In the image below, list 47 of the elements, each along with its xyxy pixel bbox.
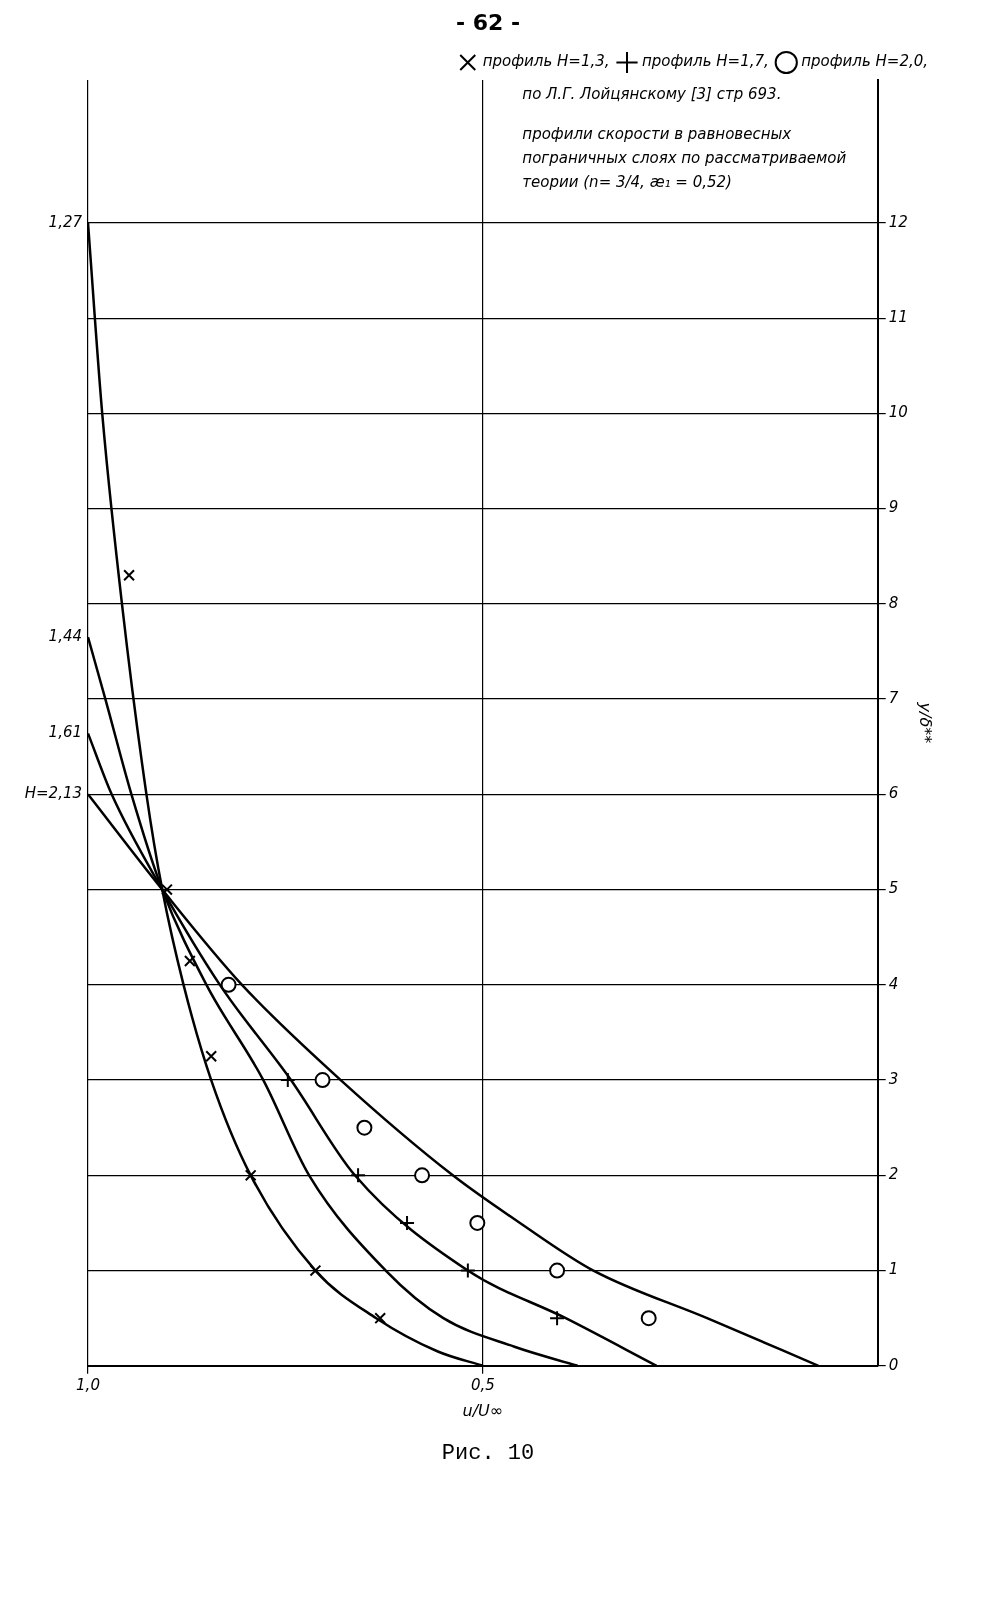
y-tick-label: 5 [888, 879, 899, 898]
point [205, 1050, 218, 1063]
point [314, 1072, 331, 1089]
y-tick-label: 11 [888, 308, 908, 326]
point [374, 1312, 387, 1325]
point [414, 1167, 431, 1184]
point [469, 1214, 486, 1231]
y-tick-label: 8 [888, 593, 899, 612]
legend-label: профиль H=1,3, [482, 52, 610, 71]
y-tick-label: 0 [888, 1355, 899, 1374]
series-label: 1,61 [48, 723, 82, 742]
point [183, 955, 196, 967]
point [399, 1214, 416, 1231]
point [123, 569, 136, 582]
text: - 62 - [454, 10, 522, 35]
point [244, 1169, 257, 1182]
y-tick-label: 3 [888, 1069, 899, 1088]
text: Рис. 10 [440, 1441, 536, 1466]
y-tick-label: 10 [888, 403, 908, 422]
y-tick-label: 9 [888, 498, 899, 517]
point [350, 1167, 367, 1184]
x-tick-label: 1,0 [76, 1375, 100, 1394]
annotation: по Л.Г. Лойцянскому [3] стр 693. [522, 85, 782, 104]
legend-label: профиль H=2,0, [801, 52, 928, 71]
x-tick-label: 0,5 [470, 1375, 495, 1394]
y-tick-label: 12 [888, 212, 908, 231]
x-axis-title: u/U∞ [462, 1400, 504, 1420]
y-tick-label: 7 [888, 688, 899, 707]
y-tick-label: 4 [888, 974, 899, 993]
legend-label: профиль H=1,7, [642, 52, 769, 71]
y-tick-label: 1 [888, 1260, 899, 1279]
point [459, 1262, 476, 1279]
point [549, 1262, 566, 1279]
point [640, 1310, 657, 1327]
point [309, 1264, 322, 1277]
y-tick-label: 2 [888, 1165, 899, 1184]
point [549, 1310, 566, 1327]
series-label: H=2,13 [24, 784, 82, 803]
annotation: профили скорости в равновесных пограничных слоях по рассматриваемой теории (n= 3/4, æ₁ = 0,52) [522, 125, 847, 192]
point [356, 1119, 373, 1136]
point [161, 883, 173, 896]
series-label: 1,27 [48, 212, 83, 231]
y-tick-label: 6 [888, 784, 899, 803]
point [220, 976, 237, 993]
point [279, 1072, 296, 1089]
series-label: 1,44 [48, 627, 82, 646]
y-axis-title: y/δ** [916, 701, 936, 744]
